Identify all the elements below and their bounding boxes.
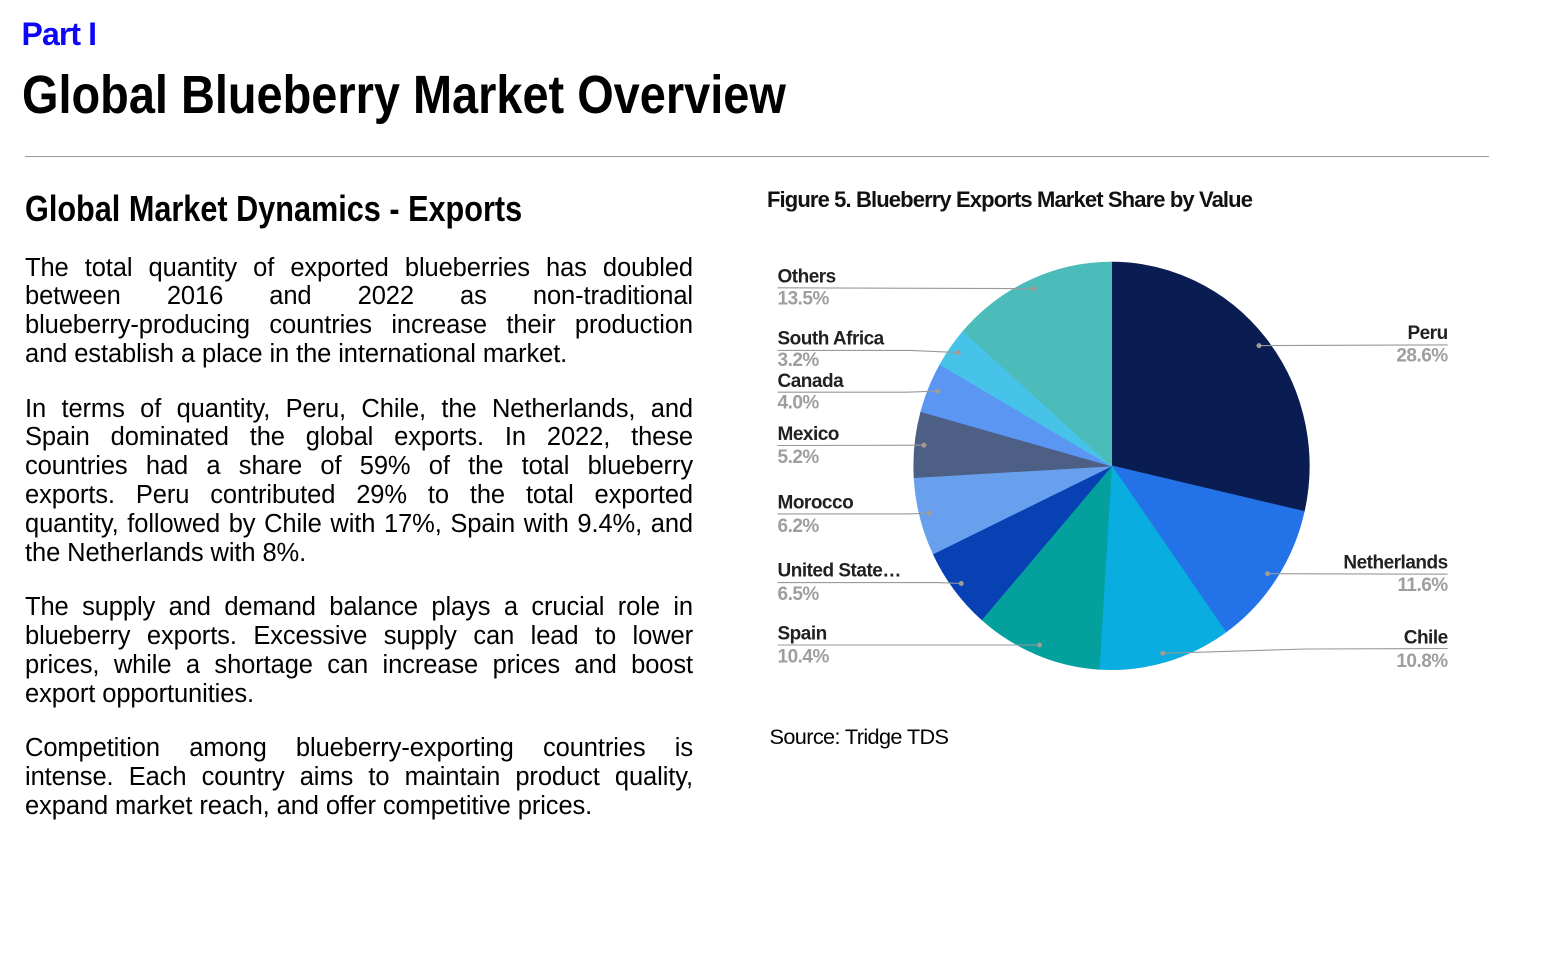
svg-text:Netherlands: Netherlands	[1343, 552, 1447, 573]
svg-text:13.5%: 13.5%	[778, 289, 830, 310]
svg-text:Chile: Chile	[1404, 627, 1448, 648]
svg-text:United State…: United State…	[778, 561, 901, 582]
svg-text:5.2%: 5.2%	[778, 447, 820, 468]
svg-text:Peru: Peru	[1407, 323, 1447, 344]
svg-text:4.0%: 4.0%	[778, 392, 820, 413]
svg-text:Morocco: Morocco	[778, 493, 854, 514]
svg-text:28.6%: 28.6%	[1396, 346, 1448, 367]
svg-text:11.6%: 11.6%	[1397, 575, 1448, 596]
svg-text:Spain: Spain	[778, 623, 827, 644]
svg-text:10.8%: 10.8%	[1396, 651, 1448, 672]
svg-text:3.2%: 3.2%	[778, 350, 820, 371]
svg-text:10.4%: 10.4%	[778, 646, 830, 667]
svg-text:6.2%: 6.2%	[778, 516, 820, 537]
svg-text:Others: Others	[778, 267, 836, 288]
svg-text:6.5%: 6.5%	[778, 584, 820, 605]
svg-text:Canada: Canada	[778, 371, 845, 392]
svg-text:South Africa: South Africa	[778, 329, 885, 350]
svg-text:Mexico: Mexico	[778, 424, 839, 445]
